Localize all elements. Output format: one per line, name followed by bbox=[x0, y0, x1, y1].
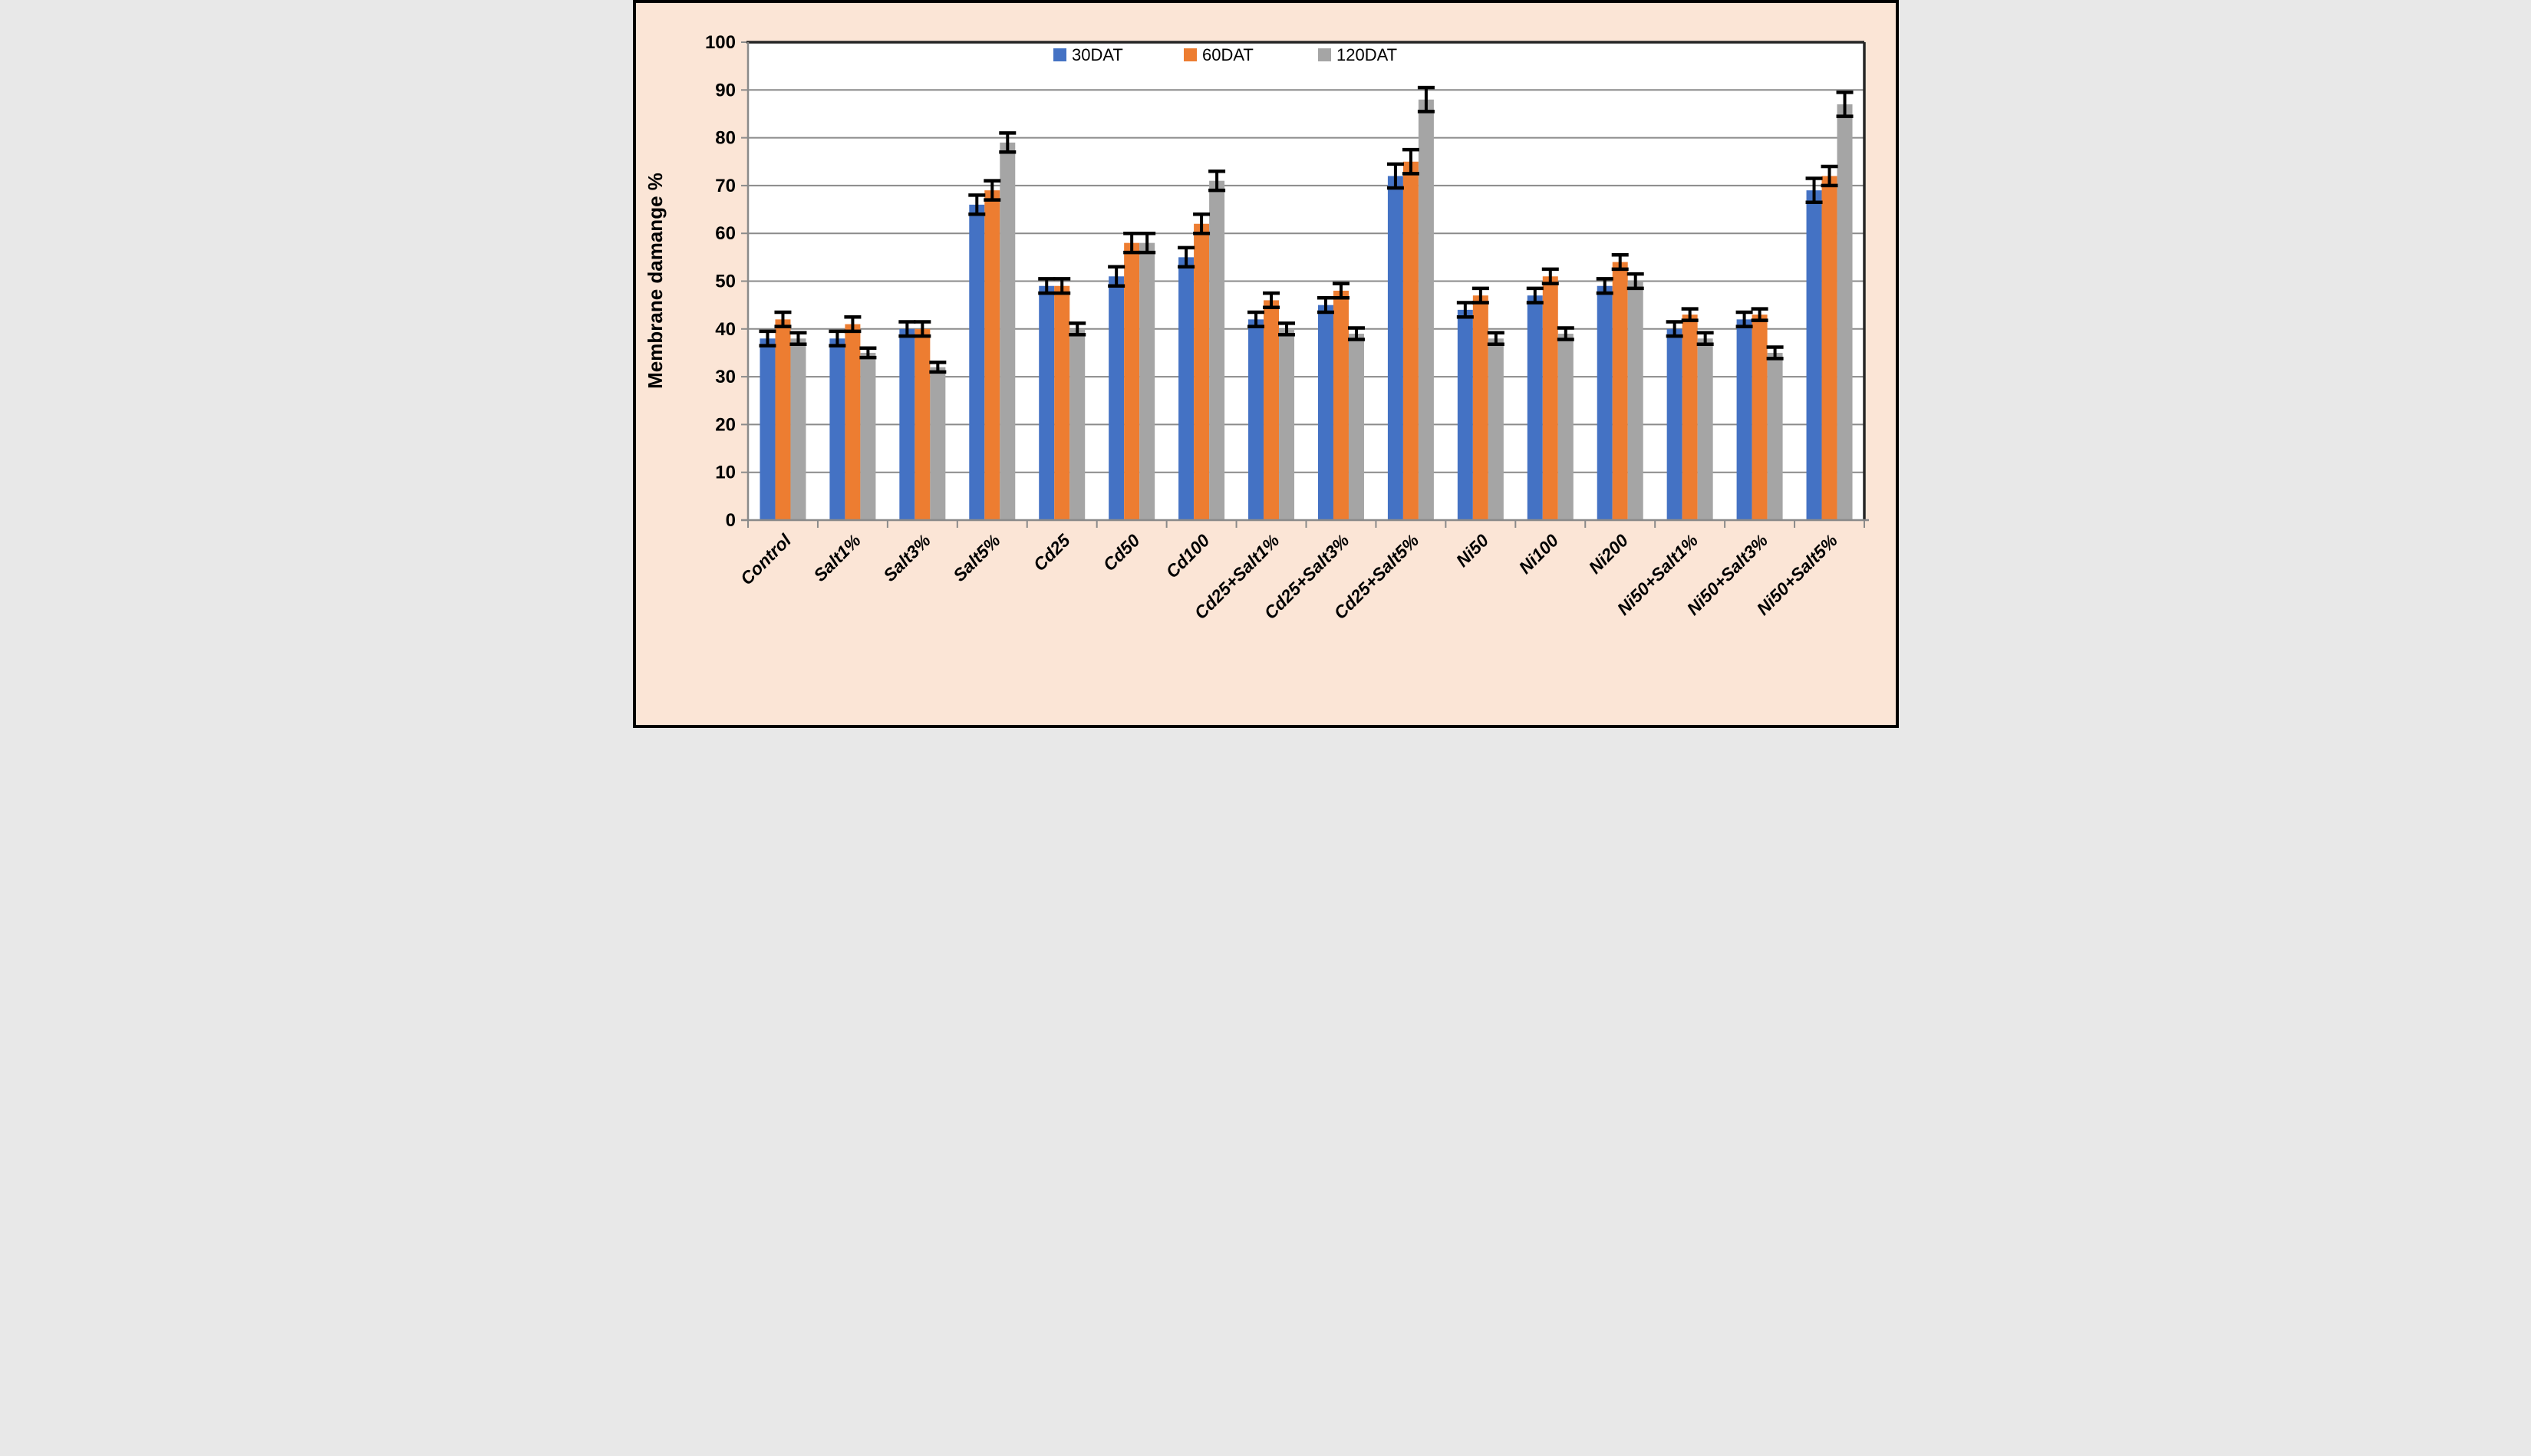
y-tick-label: 60 bbox=[715, 223, 736, 244]
bar-120DAT-Ni100 bbox=[1557, 334, 1574, 520]
bar-30DAT-Salt3% bbox=[898, 328, 915, 520]
bar-60DAT-Ni50+Salt1% bbox=[1682, 315, 1698, 520]
y-tick-label: 20 bbox=[715, 414, 736, 435]
bar-60DAT-Salt1% bbox=[844, 324, 860, 520]
bar-30DAT-Control bbox=[759, 338, 775, 520]
bar-30DAT-Cd25 bbox=[1038, 285, 1054, 520]
bar-60DAT-Salt5% bbox=[984, 190, 1000, 520]
legend-label-30DAT: 30DAT bbox=[1072, 45, 1123, 64]
y-tick-label: 100 bbox=[704, 32, 735, 53]
bar-60DAT-Cd100 bbox=[1193, 223, 1209, 520]
y-axis-title: Membrane damange % bbox=[644, 173, 667, 389]
bar-30DAT-Cd25+Salt1% bbox=[1247, 319, 1264, 520]
y-tick-label: 30 bbox=[715, 367, 736, 387]
bar-60DAT-Ni100 bbox=[1542, 276, 1558, 520]
bar-30DAT-Cd25+Salt5% bbox=[1387, 176, 1403, 520]
bar-60DAT-Ni200 bbox=[1612, 262, 1628, 520]
bar-30DAT-Ni50+Salt1% bbox=[1666, 328, 1682, 520]
bar-60DAT-Control bbox=[774, 319, 790, 520]
bar-120DAT-Ni50+Salt1% bbox=[1697, 338, 1713, 520]
bar-120DAT-Cd25+Salt1% bbox=[1278, 328, 1294, 520]
bar-120DAT-Cd50 bbox=[1139, 242, 1155, 520]
bar-30DAT-Ni200 bbox=[1597, 285, 1613, 520]
legend-label-120DAT: 120DAT bbox=[1336, 45, 1397, 64]
y-tick-label: 80 bbox=[715, 128, 736, 149]
legend-swatch-60DAT bbox=[1183, 48, 1197, 61]
y-tick-label: 50 bbox=[715, 272, 736, 292]
bar-60DAT-Cd25+Salt5% bbox=[1402, 161, 1419, 520]
y-tick-label: 70 bbox=[715, 176, 736, 196]
bar-60DAT-Salt3% bbox=[914, 328, 930, 520]
bar-120DAT-Cd25+Salt5% bbox=[1418, 99, 1434, 520]
bar-60DAT-Ni50+Salt3% bbox=[1752, 315, 1768, 520]
bar-60DAT-Ni50 bbox=[1472, 295, 1488, 520]
bar-30DAT-Salt5% bbox=[968, 204, 984, 520]
bar-120DAT-Ni50+Salt3% bbox=[1767, 352, 1783, 520]
bar-60DAT-Cd50 bbox=[1123, 242, 1139, 520]
bar-30DAT-Ni50 bbox=[1457, 309, 1473, 520]
legend-label-60DAT: 60DAT bbox=[1202, 45, 1254, 64]
chart-outer-border bbox=[632, 0, 1899, 728]
chart-frame: 0 10 20 30 40 50 60 70 80 90 100 Control Salt1% Salt3… bbox=[632, 0, 1899, 728]
legend-swatch-30DAT bbox=[1053, 48, 1066, 61]
bar-120DAT-Cd100 bbox=[1208, 180, 1224, 521]
bar-30DAT-Ni100 bbox=[1527, 295, 1543, 520]
bar-30DAT-Cd100 bbox=[1178, 257, 1194, 520]
bar-120DAT-Cd25 bbox=[1069, 328, 1085, 520]
bar-120DAT-Ni200 bbox=[1627, 281, 1643, 520]
y-tick-label: 40 bbox=[715, 319, 736, 340]
bar-60DAT-Cd25+Salt1% bbox=[1263, 300, 1279, 520]
bar-60DAT-Cd25 bbox=[1053, 285, 1069, 520]
bar-120DAT-Ni50+Salt5% bbox=[1837, 104, 1853, 521]
y-tick-label: 90 bbox=[715, 80, 736, 100]
bar-120DAT-Ni50 bbox=[1488, 338, 1504, 520]
bar-60DAT-Ni50+Salt5% bbox=[1821, 176, 1837, 520]
bar-120DAT-Control bbox=[789, 338, 806, 520]
legend-swatch-120DAT bbox=[1317, 48, 1331, 61]
y-tick-label: 0 bbox=[725, 510, 735, 531]
bar-120DAT-Salt3% bbox=[929, 367, 945, 520]
bar-30DAT-Cd50 bbox=[1108, 276, 1124, 520]
bar-30DAT-Salt1% bbox=[829, 338, 845, 520]
y-tick-label: 10 bbox=[715, 463, 736, 483]
bar-30DAT-Ni50+Salt3% bbox=[1736, 319, 1752, 520]
bar-60DAT-Cd25+Salt3% bbox=[1333, 290, 1349, 520]
bar-30DAT-Cd25+Salt3% bbox=[1317, 305, 1333, 520]
bar-120DAT-Salt5% bbox=[999, 142, 1015, 520]
bar-120DAT-Salt1% bbox=[859, 352, 875, 520]
bar-120DAT-Cd25+Salt3% bbox=[1348, 334, 1364, 520]
bar-30DAT-Ni50+Salt5% bbox=[1806, 190, 1822, 520]
